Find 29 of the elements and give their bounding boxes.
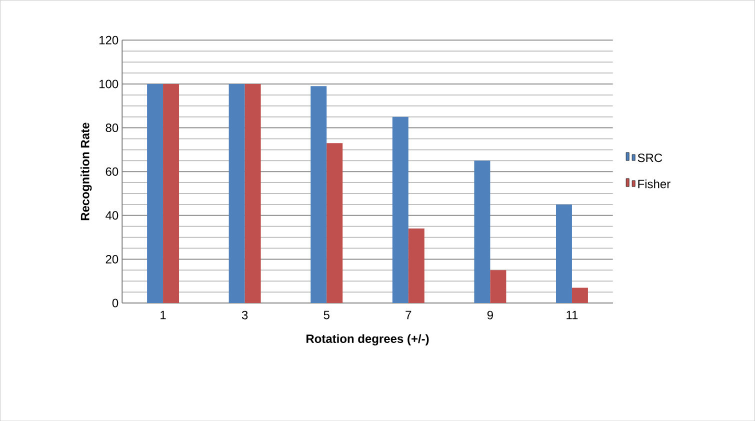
y-tick-label: 100 (100, 80, 118, 88)
bar (326, 143, 343, 303)
legend-label: Fisher (638, 179, 670, 188)
bar (228, 84, 245, 303)
y-tick-label: 60 (106, 167, 118, 176)
legend-label: SRC (638, 154, 662, 162)
bar (244, 84, 261, 303)
bar (147, 84, 164, 303)
bar (163, 84, 180, 303)
bar (474, 160, 490, 303)
x-tick-label: 5 (324, 310, 330, 320)
x-tick-label: 7 (406, 310, 412, 320)
y-tick-label: 20 (106, 254, 118, 264)
y-tick-label: 120 (100, 36, 118, 44)
x-tick-label: 9 (487, 310, 493, 320)
y-tick-label: 40 (106, 211, 118, 220)
y-axis-title: Recognition Rate (80, 122, 92, 220)
bar (392, 116, 408, 303)
y-tick-label: 0 (112, 298, 118, 308)
x-tick-label: 3 (242, 310, 248, 320)
bar (310, 86, 327, 303)
x-axis-title: Rotation degrees (+/-) (306, 334, 429, 346)
bar (572, 288, 588, 303)
bar (408, 228, 424, 303)
bar (490, 270, 506, 303)
bar (556, 204, 572, 303)
x-tick-label: 11 (566, 310, 578, 320)
x-tick-label: 1 (160, 310, 166, 320)
y-tick-label: 80 (106, 123, 118, 132)
